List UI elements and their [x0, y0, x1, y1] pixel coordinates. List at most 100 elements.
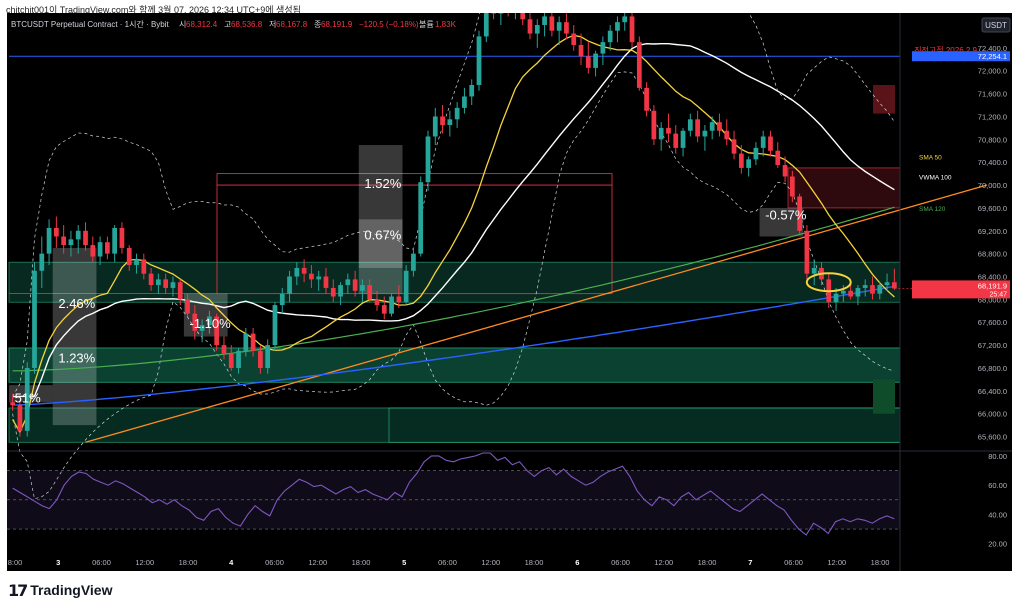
highlight-circle — [805, 272, 852, 293]
candle-body — [673, 133, 679, 148]
candle-body — [564, 22, 569, 34]
candle-body — [855, 287, 861, 297]
overlay-label: VWMA 100 — [919, 174, 952, 181]
candle-body — [527, 19, 533, 34]
price-chart-svg[interactable]: 직전고점 2026.2.9 51% 1.23% 2.46% -1.10% 1.52% 0.6… — [7, 13, 1012, 571]
recent-high-tag — [912, 51, 1010, 62]
time-tick-label: 3 — [56, 558, 60, 567]
candle-body — [287, 276, 292, 294]
time-tick-label: 12:00 — [481, 558, 500, 567]
percent-annotation: 1.52% — [364, 176, 401, 191]
candle-body — [782, 165, 788, 177]
candle-body — [768, 136, 773, 151]
percent-annotation: 0.67% — [364, 227, 401, 242]
time-tick-label: 06:00 — [784, 558, 803, 567]
candle-body — [731, 139, 737, 154]
candle-body — [39, 253, 45, 271]
candle-body — [381, 305, 387, 314]
measure-box — [358, 219, 403, 294]
time-tick-label: 18:00 — [698, 558, 717, 567]
candle-body — [105, 242, 110, 254]
candle-body — [571, 33, 577, 46]
rsi-tick-label: 40.00 — [988, 510, 1007, 519]
candle-body — [272, 305, 278, 346]
time-tick-label: 12:00 — [308, 558, 327, 567]
price-tick-label: 66,400.0 — [978, 387, 1007, 396]
candle-body — [432, 116, 438, 137]
rsi-tick-label: 60.00 — [988, 481, 1007, 490]
candle-body — [753, 147, 759, 160]
candle-body — [549, 16, 555, 31]
percent-annotation: -0.57% — [765, 207, 807, 222]
candle-body — [250, 333, 256, 351]
target-box-up — [873, 85, 895, 114]
sma200-line — [12, 285, 895, 406]
candle-body — [330, 287, 336, 297]
rsi-panel: 80.00 60.00 40.00 20.00 — [7, 450, 1012, 549]
candle-body — [97, 242, 103, 257]
overlay-label: SMA 120 — [919, 206, 946, 213]
candle-body — [658, 127, 664, 140]
candle-body — [483, 13, 489, 37]
candle-body — [367, 285, 373, 300]
percent-annotation: 51% — [15, 390, 41, 405]
candle-body — [556, 22, 562, 31]
measure-box — [52, 247, 97, 363]
candle-body — [724, 130, 730, 140]
candle-body — [615, 22, 620, 31]
candle-body — [542, 16, 547, 25]
candle-body — [345, 279, 351, 286]
candle-body — [389, 296, 394, 314]
price-tick-label: 72,000.0 — [978, 67, 1007, 76]
candle-body — [61, 236, 67, 246]
price-tick-label: 67,200.0 — [978, 341, 1007, 350]
candle-body — [476, 36, 482, 86]
support-zone-lower — [8, 407, 901, 443]
candle-body — [207, 316, 212, 326]
candle-body — [469, 85, 475, 97]
candle-body — [607, 30, 613, 43]
time-tick-label: 7 — [748, 558, 752, 567]
candle-body — [811, 267, 817, 274]
price-tick-label: 68,000.0 — [978, 295, 1007, 304]
currency-label: USDT — [985, 21, 1007, 30]
candle-body — [46, 227, 52, 254]
candle-body — [294, 267, 300, 277]
candle-body — [520, 13, 526, 20]
candle-body — [666, 127, 671, 134]
candle-body — [425, 136, 431, 183]
time-tick-label: 18:00 — [352, 558, 371, 567]
candle-body — [170, 282, 176, 288]
candle-body — [112, 227, 118, 254]
candle-body — [192, 313, 198, 331]
candle-body — [163, 279, 169, 288]
percent-annotation: 1.23% — [58, 350, 95, 365]
chart-area[interactable]: 직전고점 2026.2.9 51% 1.23% 2.46% -1.10% 1.52% 0.6… — [7, 13, 1012, 571]
price-tick-label: 70,400.0 — [978, 158, 1007, 167]
overlay-label: SMA 50 — [919, 154, 942, 161]
candle-body — [454, 107, 460, 120]
candle-body — [840, 290, 846, 294]
candle-body — [199, 325, 205, 331]
volume-label: 볼륨 — [419, 19, 434, 29]
price-tick-label: 72,400.0 — [978, 44, 1007, 53]
time-tick-label: 06:00 — [438, 558, 457, 567]
vwma100-line — [12, 42, 895, 398]
candle-body — [848, 290, 854, 297]
candle-body — [622, 16, 628, 23]
candle-body — [126, 247, 132, 266]
candle-body — [695, 119, 700, 137]
candle-body — [709, 122, 715, 131]
sma120-line — [12, 206, 895, 372]
ohlc-label: 저 — [269, 20, 276, 29]
volume-value: 1.83K — [435, 20, 457, 29]
range-box-red — [216, 173, 613, 295]
ohlc-value: 68,312.4 — [186, 20, 218, 29]
price-tick-label: 66,800.0 — [978, 364, 1007, 373]
support-zone-main — [8, 347, 901, 383]
candle-body — [491, 13, 496, 14]
candle-body — [738, 153, 744, 168]
candle-body — [411, 253, 416, 271]
candle-body — [593, 53, 598, 68]
price-tick-label: 65,600.0 — [978, 433, 1007, 442]
